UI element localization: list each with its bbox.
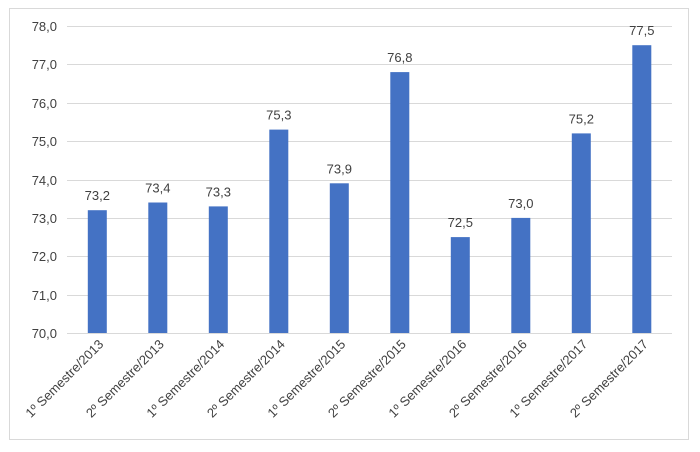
bar	[632, 45, 652, 333]
y-tick-label: 76,0	[32, 96, 57, 111]
data-labels: 73,2 73,4 73,3 75,3 73,9 76,8 72,5 73,0 75,2 77,5	[85, 23, 655, 230]
data-label: 72,5	[448, 215, 473, 230]
bars	[87, 45, 652, 333]
data-label: 75,2	[569, 111, 594, 126]
data-label: 75,3	[266, 108, 291, 123]
y-tick-label: 77,0	[32, 57, 57, 72]
bar	[269, 129, 289, 333]
bar	[511, 217, 531, 333]
data-label: 73,0	[508, 196, 533, 211]
data-label: 76,8	[387, 50, 412, 65]
bar	[450, 237, 470, 333]
bar	[571, 133, 591, 333]
y-tick-label: 72,0	[32, 249, 57, 264]
y-axis-ticks: 70,0 71,0 72,0 73,0 74,0 75,0 76,0 77,0 78,0	[32, 19, 57, 341]
data-label: 73,9	[327, 161, 352, 176]
y-tick-label: 71,0	[32, 288, 57, 303]
bar	[390, 72, 410, 333]
data-label: 73,2	[85, 188, 110, 203]
bar	[148, 202, 168, 333]
data-label: 77,5	[629, 23, 654, 38]
data-label: 73,4	[145, 181, 170, 196]
bar	[208, 206, 228, 333]
data-label: 73,3	[206, 184, 231, 199]
y-tick-label: 74,0	[32, 173, 57, 188]
y-tick-label: 78,0	[32, 19, 57, 34]
y-tick-label: 75,0	[32, 134, 57, 149]
y-tick-label: 70,0	[32, 326, 57, 341]
bar	[329, 183, 349, 333]
bar	[87, 210, 107, 333]
gridlines	[67, 26, 672, 334]
y-tick-label: 73,0	[32, 211, 57, 226]
